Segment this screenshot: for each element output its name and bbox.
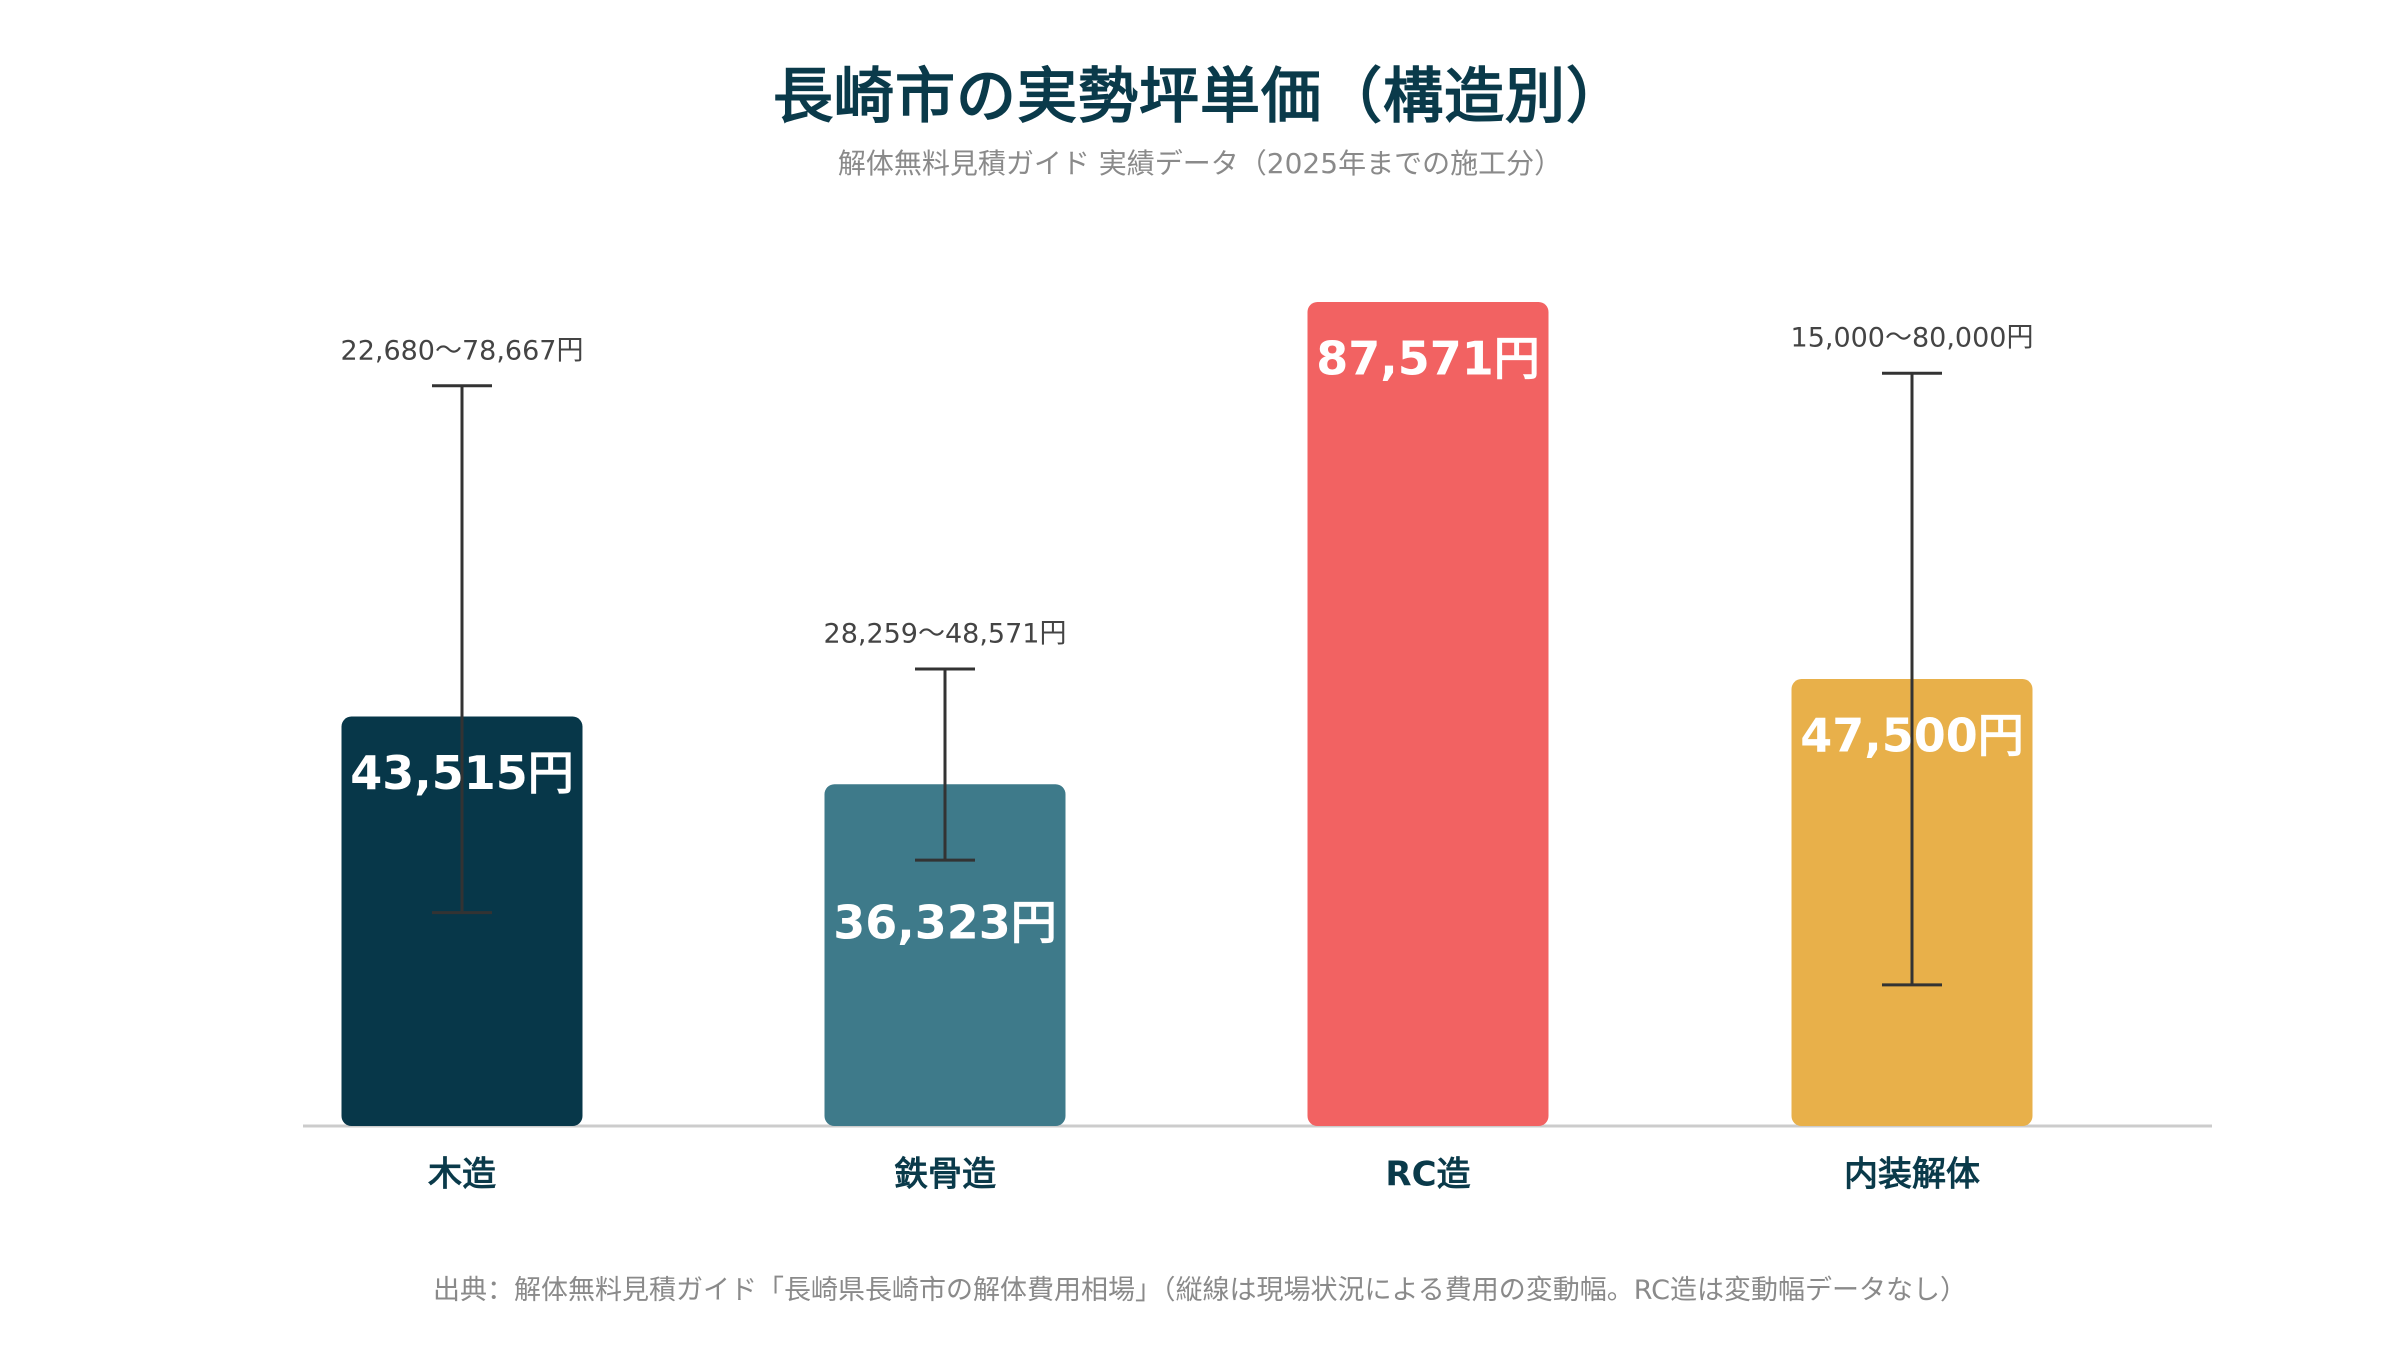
category-label-2: 鉄骨造 — [894, 1155, 996, 1195]
range-label-4: 15,000〜80,000円 — [1791, 323, 2034, 354]
range-label-2: 28,259〜48,571円 — [824, 618, 1067, 649]
bar-1 — [341, 716, 583, 1126]
category-label-1: 木造 — [427, 1155, 496, 1195]
range-label-1: 22,680〜78,667円 — [341, 335, 584, 366]
bar-2 — [824, 784, 1066, 1126]
chart-subtitle: 解体無料見積ガイド 実績データ（2025年までの施工分） — [837, 147, 1563, 180]
category-label-3: RC造 — [1385, 1155, 1470, 1195]
chart-source-note: 出典：解体無料見積ガイド「長崎県長崎市の解体費用相場」（縦線は現場状況による費用… — [433, 1275, 1967, 1306]
category-label-4: 内装解体 — [1844, 1155, 1980, 1195]
bar-3 — [1307, 302, 1549, 1126]
bar-value-label-2: 36,323円 — [833, 896, 1057, 950]
chart-title: 長崎市の実勢坪単価（構造別） — [773, 62, 1627, 132]
bar-value-label-3: 87,571円 — [1316, 332, 1540, 386]
